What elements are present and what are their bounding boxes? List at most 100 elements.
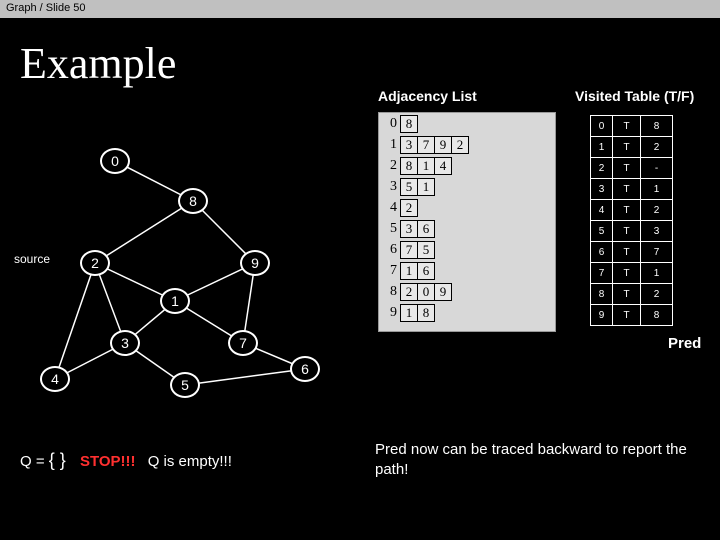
visited-cell-idx: 6 [591,242,613,263]
source-label: source [14,252,50,266]
visited-cell-idx: 4 [591,200,613,221]
visited-row: 0T8 [591,116,673,137]
visited-cell-pred: 1 [641,263,673,284]
graph-node-2: 2 [80,250,110,276]
visited-cell-idx: 1 [591,137,613,158]
adjacency-cell: 1 [400,262,418,280]
visited-row: 1T2 [591,137,673,158]
adjacency-row-index: 0 [379,116,401,132]
page-title: Example [20,38,176,89]
visited-row: 8T2 [591,284,673,305]
adjacency-cell: 5 [417,241,435,259]
graph-edge [185,369,305,385]
visited-cell-tf: T [613,179,641,200]
visited-cell-pred: 7 [641,242,673,263]
adjacency-cell: 4 [434,157,452,175]
visited-row: 5T3 [591,221,673,242]
visited-cell-pred: 8 [641,116,673,137]
visited-cell-tf: T [613,158,641,179]
visited-row: 7T1 [591,263,673,284]
adjacency-row-index: 4 [379,200,401,216]
visited-cell-pred: 3 [641,221,673,242]
adjacency-row-index: 2 [379,158,401,174]
adjacency-row: 675 [379,239,555,260]
graph-diagram: source 0829137456 [10,130,340,390]
visited-cell-tf: T [613,200,641,221]
visited-cell-idx: 5 [591,221,613,242]
visited-cell-idx: 7 [591,263,613,284]
adjacency-row: 351 [379,176,555,197]
adjacency-row: 42 [379,197,555,218]
adjacency-row: 536 [379,218,555,239]
visited-cell-tf: T [613,137,641,158]
adjacency-row-index: 8 [379,284,401,300]
adjacency-cell: 7 [417,136,435,154]
visited-cell-tf: T [613,284,641,305]
adjacency-cell: 8 [400,115,418,133]
graph-node-4: 4 [40,366,70,392]
visited-cell-tf: T [613,263,641,284]
queue-status: Q = { } STOP!!! Q is empty!!! [20,450,232,471]
visited-row: 2T- [591,158,673,179]
visited-cell-tf: T [613,116,641,137]
adjacency-cell: 6 [417,262,435,280]
visited-cell-pred: 8 [641,305,673,326]
adjacency-cell: 2 [400,283,418,301]
visited-table: 0T81T22T-3T14T25T36T77T18T29T8 [590,115,673,326]
adjacency-list-label: Adjacency List [378,88,477,104]
visited-cell-pred: 2 [641,200,673,221]
adjacency-row-index: 3 [379,179,401,195]
queue-prefix: Q = [20,453,49,470]
adjacency-row: 08 [379,113,555,134]
visited-cell-idx: 0 [591,116,613,137]
adjacency-cell: 2 [451,136,469,154]
visited-cell-tf: T [613,305,641,326]
visited-cell-tf: T [613,242,641,263]
queue-stop: STOP!!! [80,453,136,470]
adjacency-row: 918 [379,302,555,323]
graph-node-9: 9 [240,250,270,276]
visited-cell-pred: 2 [641,284,673,305]
visited-cell-tf: T [613,221,641,242]
visited-table-label: Visited Table (T/F) [575,88,694,104]
graph-node-0: 0 [100,148,130,174]
graph-node-8: 8 [178,188,208,214]
adjacency-cell: 9 [434,136,452,154]
visited-cell-idx: 8 [591,284,613,305]
breadcrumb: Graph / Slide 50 [0,0,720,18]
adjacency-cell: 5 [400,178,418,196]
adjacency-row: 716 [379,260,555,281]
adjacency-cell: 6 [417,220,435,238]
adjacency-cell: 3 [400,220,418,238]
adjacency-cell: 1 [400,304,418,322]
adjacency-cell: 8 [400,157,418,175]
adjacency-cell: 7 [400,241,418,259]
queue-braces: { } [49,450,66,470]
visited-cell-pred: 2 [641,137,673,158]
graph-node-5: 5 [170,372,200,398]
visited-row: 4T2 [591,200,673,221]
adjacency-cell: 3 [400,136,418,154]
visited-cell-pred: - [641,158,673,179]
graph-edges [10,130,340,390]
adjacency-cell: 9 [434,283,452,301]
graph-node-7: 7 [228,330,258,356]
graph-node-6: 6 [290,356,320,382]
visited-cell-idx: 3 [591,179,613,200]
adjacency-row: 8209 [379,281,555,302]
adjacency-cell: 0 [417,283,435,301]
note-text: Pred now can be traced backward to repor… [375,440,695,479]
adjacency-row-index: 6 [379,242,401,258]
visited-cell-idx: 2 [591,158,613,179]
adjacency-list-panel: 08137922814351425366757168209918 [378,112,556,332]
adjacency-cell: 1 [417,178,435,196]
visited-row: 3T1 [591,179,673,200]
adjacency-row: 2814 [379,155,555,176]
visited-row: 9T8 [591,305,673,326]
visited-cell-idx: 9 [591,305,613,326]
adjacency-cell: 2 [400,199,418,217]
adjacency-cell: 1 [417,157,435,175]
visited-row: 6T7 [591,242,673,263]
adjacency-row-index: 5 [379,221,401,237]
graph-node-1: 1 [160,288,190,314]
